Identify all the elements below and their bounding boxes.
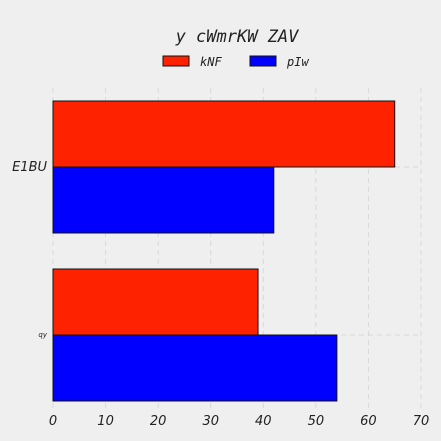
x-axis-ticks: 0 10 20 30 40 50 60 70 [49,414,429,429]
bars [52,100,396,402]
y-axis-ticks: E1BU qy [12,160,48,339]
chart-title: y cWmrKW ZAV [175,27,300,47]
x-tick-label: 50 [308,414,325,429]
x-tick-label: 20 [150,414,167,429]
legend-swatch-pIw [249,55,277,67]
bar-pIw-qy [52,334,338,402]
x-tick-label: 60 [360,414,377,429]
y-tick-label: qy [38,331,47,339]
legend-label-kNF: kNF [200,55,222,69]
x-tick-label: 0 [49,414,57,429]
x-tick-label: 10 [97,414,114,429]
legend-label-pIw: pIw [286,55,309,69]
bar-pIw-E1BU [52,166,275,234]
legend-swatch-kNF [162,55,190,67]
y-tick-label: E1BU [12,160,47,175]
bar-kNF-E1BU [52,100,396,168]
legend: kNF pIw [162,55,309,69]
x-tick-label: 30 [202,414,219,429]
x-tick-label: 70 [413,414,430,429]
x-tick-label: 40 [255,414,272,429]
bar-kNF-qy [52,268,259,336]
